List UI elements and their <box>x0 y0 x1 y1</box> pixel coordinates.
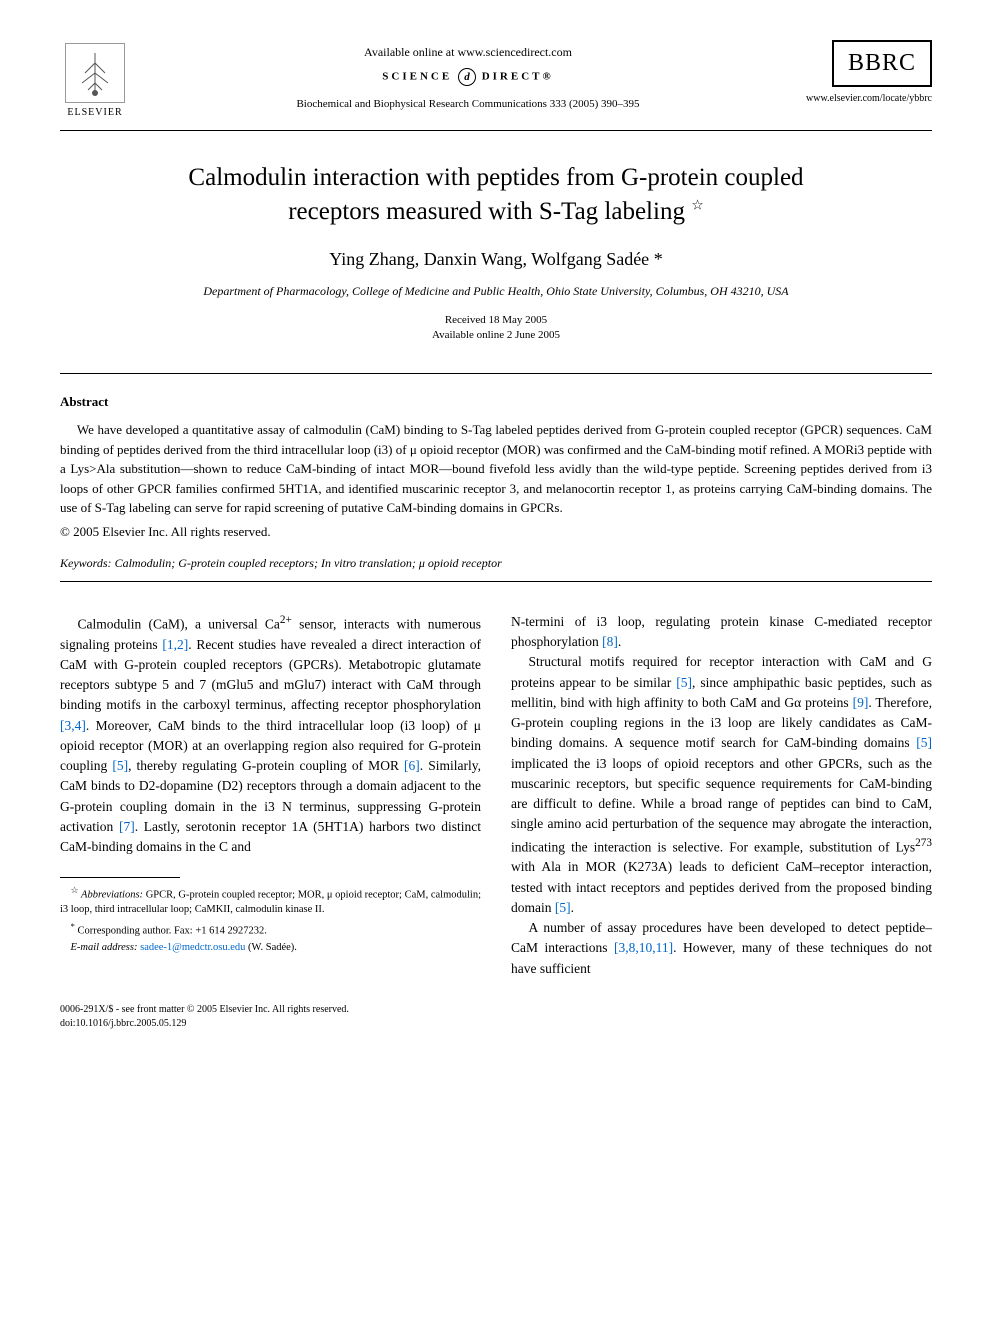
title-line-1: Calmodulin interaction with peptides fro… <box>188 164 803 191</box>
sd-suffix: DIRECT® <box>482 71 554 83</box>
left-column: Calmodulin (CaM), a universal Ca2+ senso… <box>60 612 481 979</box>
sd-prefix: SCIENCE <box>382 71 452 83</box>
elsevier-logo: ELSEVIER <box>60 40 130 120</box>
journal-reference: Biochemical and Biophysical Research Com… <box>130 98 806 110</box>
body-para-1: Calmodulin (CaM), a universal Ca2+ senso… <box>60 612 481 858</box>
abstract-bottom-divider <box>60 581 932 582</box>
body-para-1-cont: N-termini of i3 loop, regulating protein… <box>511 612 932 653</box>
citation[interactable]: [3,8,10,11] <box>614 940 673 955</box>
front-matter: 0006-291X/$ - see front matter © 2005 El… <box>60 1003 932 1031</box>
footnotes: ☆ Abbreviations: GPCR, G-protein coupled… <box>60 884 481 956</box>
abstract-text: We have developed a quantitative assay o… <box>60 420 932 518</box>
page-header: ELSEVIER Available online at www.science… <box>60 40 932 120</box>
abstract-body: We have developed a quantitative assay o… <box>60 422 932 515</box>
email-link[interactable]: sadee-1@medctr.osu.edu <box>140 942 245 953</box>
title-line-2: receptors measured with S-Tag labeling <box>288 198 685 225</box>
citation[interactable]: [9] <box>853 695 869 710</box>
citation[interactable]: [5] <box>555 900 571 915</box>
right-column: N-termini of i3 loop, regulating protein… <box>511 612 932 979</box>
citation[interactable]: [7] <box>119 819 135 834</box>
elsevier-tree-icon <box>65 43 125 103</box>
journal-abbrev: BBRC <box>832 40 932 87</box>
author-list: Ying Zhang, Danxin Wang, Wolfgang Sadée <box>329 249 649 269</box>
journal-url: www.elsevier.com/locate/ybbrc <box>806 93 932 104</box>
abbrev-footnote: ☆ Abbreviations: GPCR, G-protein coupled… <box>60 884 481 918</box>
citation[interactable]: [1,2] <box>162 637 188 652</box>
keywords: Keywords: Calmodulin; G-protein coupled … <box>60 556 932 571</box>
sd-d-icon: d <box>458 68 476 86</box>
keywords-text: Calmodulin; G-protein coupled receptors;… <box>115 556 502 570</box>
authors: Ying Zhang, Danxin Wang, Wolfgang Sadée … <box>60 249 932 270</box>
center-header: Available online at www.sciencedirect.co… <box>130 40 806 110</box>
available-online: Available online at www.sciencedirect.co… <box>130 45 806 60</box>
citation[interactable]: [5] <box>916 735 932 750</box>
abstract-top-divider <box>60 373 932 374</box>
elsevier-text: ELSEVIER <box>67 107 122 118</box>
issn-line: 0006-291X/$ - see front matter © 2005 El… <box>60 1004 349 1015</box>
article-dates: Received 18 May 2005 Available online 2 … <box>60 313 932 344</box>
corresponding-footnote: * Corresponding author. Fax: +1 614 2927… <box>60 920 481 939</box>
citation[interactable]: [5] <box>112 758 128 773</box>
title-footnote-mark: ☆ <box>691 198 704 213</box>
footnote-divider <box>60 877 180 878</box>
journal-brand: BBRC www.elsevier.com/locate/ybbrc <box>806 40 932 104</box>
keywords-label: Keywords: <box>60 556 112 570</box>
citation[interactable]: [8] <box>602 634 618 649</box>
header-divider <box>60 130 932 131</box>
email-footnote: E-mail address: sadee-1@medctr.osu.edu (… <box>60 941 481 956</box>
citation[interactable]: [6] <box>404 758 420 773</box>
corresponding-mark: * <box>654 249 663 269</box>
body-columns: Calmodulin (CaM), a universal Ca2+ senso… <box>60 612 932 979</box>
body-para-3: A number of assay procedures have been d… <box>511 918 932 979</box>
citation[interactable]: [5] <box>676 675 692 690</box>
body-para-2: Structural motifs required for receptor … <box>511 652 932 918</box>
sciencedirect-logo: SCIENCE d DIRECT® <box>130 68 806 86</box>
doi-line: doi:10.1016/j.bbrc.2005.05.129 <box>60 1018 186 1029</box>
copyright: © 2005 Elsevier Inc. All rights reserved… <box>60 524 932 540</box>
abstract-heading: Abstract <box>60 394 932 410</box>
affiliation: Department of Pharmacology, College of M… <box>60 284 932 299</box>
received-date: Received 18 May 2005 <box>445 314 547 326</box>
online-date: Available online 2 June 2005 <box>432 329 560 341</box>
article-title: Calmodulin interaction with peptides fro… <box>60 161 932 229</box>
citation[interactable]: [3,4] <box>60 718 86 733</box>
